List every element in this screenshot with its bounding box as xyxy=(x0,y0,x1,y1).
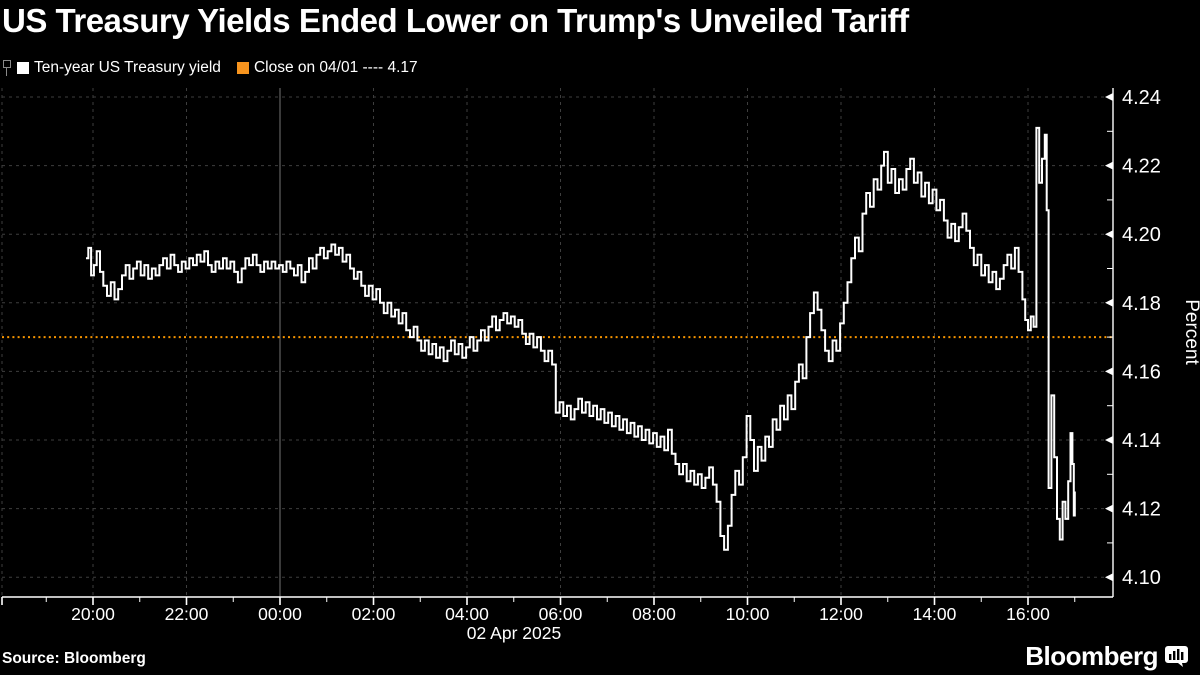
yield-series-swatch xyxy=(17,62,29,74)
x-tick-label: 00:00 xyxy=(258,604,302,624)
y-tick-label: 4.22 xyxy=(1122,156,1161,178)
y-tick-label: 4.10 xyxy=(1122,567,1161,589)
page-title: US Treasury Yields Ended Lower on Trump'… xyxy=(2,2,909,39)
y-major-tick-arrow xyxy=(1105,367,1113,376)
y-major-tick-arrow xyxy=(1105,298,1113,307)
legend: Ten-year US Treasury yield Close on 04/0… xyxy=(3,59,418,77)
yield-line xyxy=(86,126,1076,551)
x-tick-label: 06:00 xyxy=(539,604,583,624)
y-tick-label: 4.14 xyxy=(1122,430,1161,452)
bloomberg-logo: Bloomberg xyxy=(1025,641,1188,672)
x-tick-label: 12:00 xyxy=(819,604,863,624)
x-tick-label: 02:00 xyxy=(352,604,396,624)
y-major-tick-arrow xyxy=(1105,93,1113,101)
legend-item-close: Close on 04/01 ---- 4.17 xyxy=(236,59,418,77)
x-tick-label: 14:00 xyxy=(913,604,957,624)
legend-item-yield: Ten-year US Treasury yield xyxy=(3,59,221,77)
x-axis-date-label: 02 Apr 2025 xyxy=(466,623,562,643)
close-series-swatch xyxy=(236,62,249,74)
x-tick-label: 10:00 xyxy=(726,604,770,624)
y-major-tick-arrow xyxy=(1105,230,1113,239)
yield-series-label: Ten-year US Treasury yield xyxy=(34,59,221,76)
y-major-tick-arrow xyxy=(1105,573,1113,582)
bloomberg-wordmark: Bloomberg xyxy=(1025,641,1158,671)
annotation-pin-icon xyxy=(3,60,11,76)
x-tick-label: 16:00 xyxy=(1006,604,1050,624)
y-major-tick-arrow xyxy=(1105,161,1113,170)
y-axis-title: Percent xyxy=(1181,299,1200,365)
y-tick-label: 4.24 xyxy=(1122,87,1161,109)
y-tick-label: 4.20 xyxy=(1122,224,1161,246)
y-major-tick-arrow xyxy=(1105,436,1113,444)
x-tick-label: 20:00 xyxy=(71,604,115,624)
source-attribution: Source: Bloomberg xyxy=(2,650,146,667)
y-major-tick-arrow xyxy=(1105,504,1113,513)
y-tick-label: 4.16 xyxy=(1122,361,1161,383)
y-tick-label: 4.12 xyxy=(1122,499,1161,521)
x-tick-label: 04:00 xyxy=(445,604,489,624)
x-tick-label: 08:00 xyxy=(632,604,676,624)
bloomberg-logo-icon xyxy=(1165,646,1188,667)
y-tick-label: 4.18 xyxy=(1122,293,1161,315)
x-tick-label: 22:00 xyxy=(165,604,209,624)
close-series-label: Close on 04/01 ---- 4.17 xyxy=(253,59,418,76)
